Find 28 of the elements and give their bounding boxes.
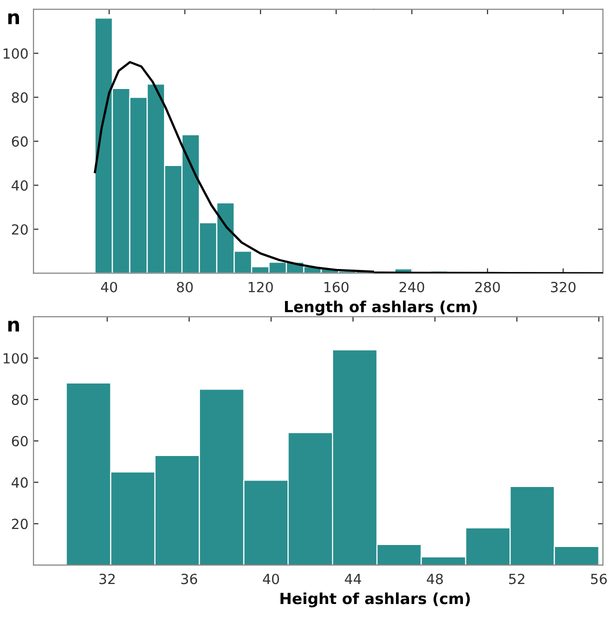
x-tick-label: 120	[248, 282, 273, 292]
x-tick-label: 56	[591, 574, 607, 584]
x-tick-label: 48	[426, 574, 443, 584]
y-tick-label: 40	[12, 180, 28, 191]
x-tick-label: 40	[101, 282, 118, 292]
x-tick-label: 320	[550, 282, 576, 292]
y-tick-label: 100	[4, 48, 28, 59]
y-tick-label: 20	[12, 518, 28, 530]
y-axis-title: n	[8, 13, 19, 24]
y-tick-label: 20	[12, 224, 28, 235]
y-tick-label: 80	[12, 394, 28, 405]
x-tick-label: 80	[176, 282, 193, 292]
y-axis-title: n	[8, 320, 19, 332]
x-tick-label: 160	[324, 282, 349, 292]
x-tick-label: 280	[475, 282, 500, 292]
y-tick-label: 100	[4, 353, 28, 364]
x-tick-label: 240	[400, 282, 424, 292]
x-tick-label: 36	[181, 574, 198, 584]
x-tick-label: 52	[509, 574, 524, 584]
y-tick-label: 40	[12, 477, 28, 488]
x-tick-label: 44	[344, 574, 362, 584]
y-tick-label: 60	[12, 136, 28, 147]
y-tick-label: 80	[12, 92, 28, 103]
x-axis-title: Length of ashlars (cm)	[284, 300, 477, 316]
x-tick-label: 32	[99, 574, 115, 584]
x-axis-title: Height of ashlars (cm)	[280, 592, 470, 608]
y-tick-label: 60	[12, 436, 28, 446]
x-tick-label: 40	[262, 574, 280, 584]
